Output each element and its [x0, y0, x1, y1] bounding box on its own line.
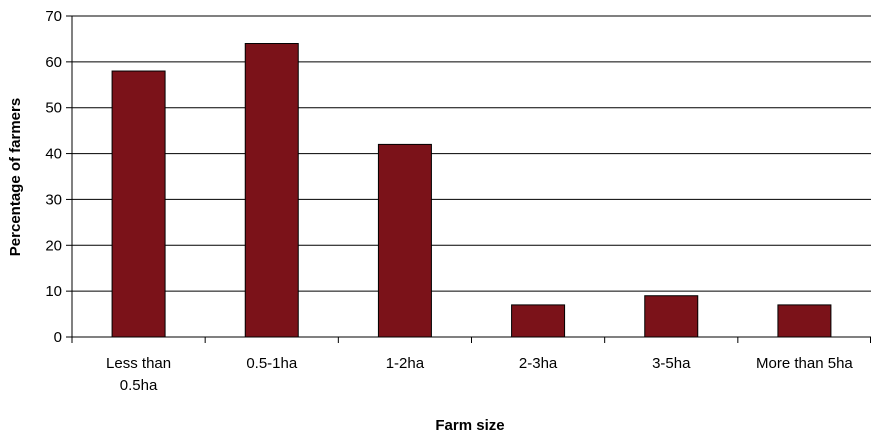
bar	[511, 304, 566, 338]
x-tick-label: Less than 0.5ha	[106, 355, 171, 394]
y-tick-label: 40	[45, 146, 62, 163]
y-tick-label: 50	[45, 100, 62, 117]
y-tick-label: 0	[54, 329, 62, 346]
x-tick-label: 3-5ha	[652, 355, 691, 372]
x-tick-label: 2-3ha	[519, 355, 558, 372]
x-tick-label: More than 5ha	[756, 355, 853, 372]
x-tick-label: 0.5-1ha	[246, 355, 298, 372]
bar	[777, 304, 832, 338]
x-tick-labels: Less than 0.5ha 0.5-1ha 1-2ha 2-3ha 3-5ha More…	[106, 355, 853, 394]
y-tick-labels: 0 10 20 30 40 50 60 70	[45, 8, 62, 346]
y-tick-label: 20	[45, 237, 62, 254]
axes	[66, 15, 871, 343]
bar	[244, 43, 299, 338]
x-tick-label: 1-2ha	[386, 355, 425, 372]
y-axis-title: Percentage of farmers	[7, 98, 24, 256]
bar	[377, 143, 432, 338]
bars	[111, 43, 832, 338]
x-axis-title: Farm size	[435, 417, 504, 434]
gridlines	[72, 15, 871, 292]
y-tick-label: 30	[45, 191, 62, 208]
y-tick-label: 70	[45, 8, 62, 25]
bar	[644, 295, 699, 338]
y-tick-label: 60	[45, 54, 62, 71]
bar	[111, 70, 166, 338]
y-tick-label: 10	[45, 283, 62, 300]
